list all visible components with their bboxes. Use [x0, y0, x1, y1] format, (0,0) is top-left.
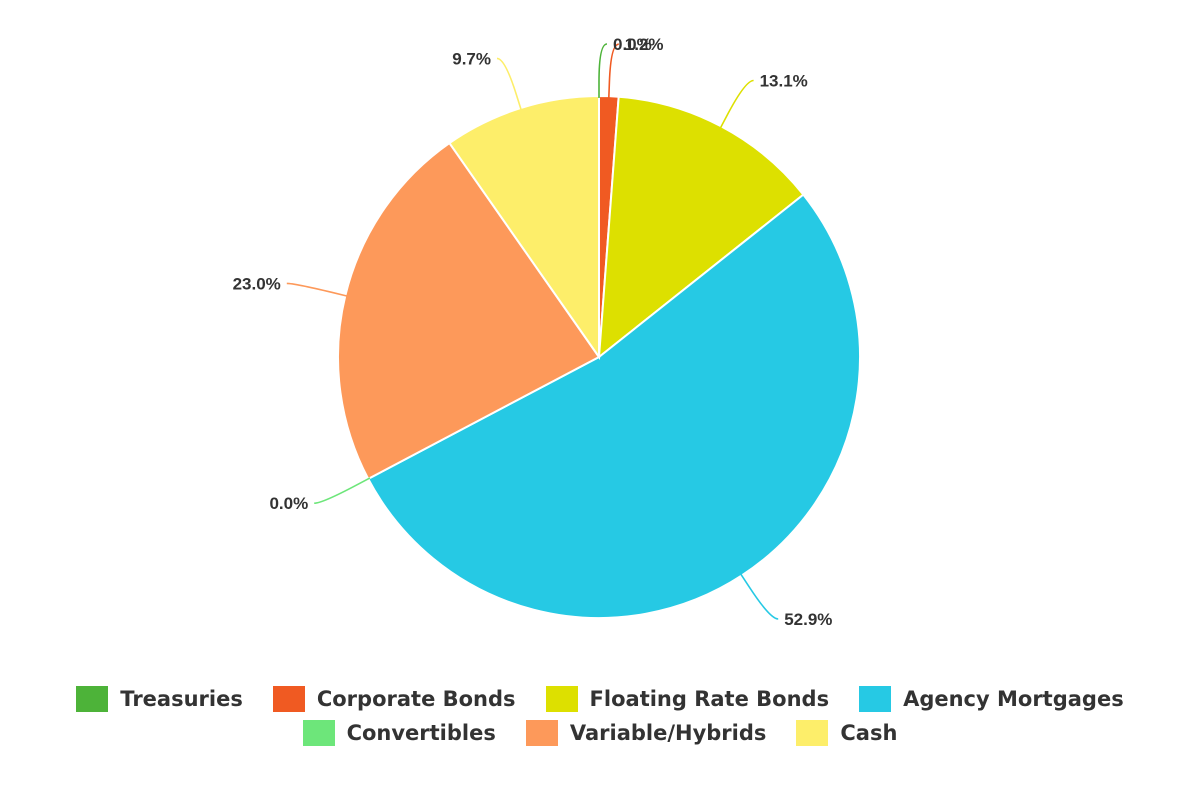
- legend-item-agency-mortgages[interactable]: Agency Mortgages: [859, 686, 1124, 712]
- leader-line-variable-hybrids: [286, 282, 348, 297]
- legend-label-agency-mortgages: Agency Mortgages: [903, 687, 1124, 711]
- legend-item-cash[interactable]: Cash: [796, 720, 897, 746]
- legend-row-1: Treasuries Corporate Bonds Floating Rate…: [0, 682, 1200, 716]
- legend-swatch-corporate-bonds: [272, 686, 305, 712]
- legend-item-convertibles[interactable]: Convertibles: [302, 720, 496, 746]
- legend-row-2: Convertibles Variable/Hybrids Cash: [0, 716, 1200, 750]
- legend-swatch-cash: [796, 720, 829, 746]
- legend-item-variable-hybrids[interactable]: Variable/Hybrids: [525, 720, 767, 746]
- legend-swatch-treasuries: [76, 686, 109, 712]
- legend-item-corporate-bonds[interactable]: Corporate Bonds: [272, 686, 516, 712]
- slice-label-treasuries: 0.0%: [613, 35, 652, 54]
- legend-label-floating-rate-bonds: Floating Rate Bonds: [589, 687, 830, 711]
- legend: Treasuries Corporate Bonds Floating Rate…: [0, 682, 1200, 750]
- legend-swatch-floating-rate-bonds: [545, 686, 578, 712]
- legend-label-convertibles: Convertibles: [346, 721, 496, 745]
- legend-swatch-agency-mortgages: [859, 686, 892, 712]
- slice-label-variable-hybrids: 23.0%: [233, 274, 281, 293]
- leader-line-floating-rate-bonds: [719, 79, 754, 129]
- leader-line-agency-mortgages: [739, 573, 779, 620]
- legend-item-floating-rate-bonds[interactable]: Floating Rate Bonds: [545, 686, 830, 712]
- leader-line-corporate-bonds: [608, 43, 620, 99]
- slice-label-corporate-bonds: 1.2%: [625, 35, 664, 54]
- pie-slices: [337, 94, 861, 619]
- leader-line-treasuries: [598, 43, 608, 98]
- leader-line-convertibles: [314, 477, 371, 504]
- slice-label-convertibles: 0.0%: [269, 494, 308, 513]
- legend-label-corporate-bonds: Corporate Bonds: [316, 687, 516, 711]
- legend-label-cash: Cash: [840, 721, 898, 745]
- legend-label-treasuries: Treasuries: [120, 687, 243, 711]
- legend-swatch-convertibles: [302, 720, 335, 746]
- slice-labels: 0.0%1.2%13.1%52.9%0.0%23.0%9.7%: [233, 35, 833, 629]
- slice-label-cash: 9.7%: [452, 49, 491, 68]
- slice-label-floating-rate-bonds: 13.1%: [760, 72, 808, 91]
- leader-line-cash: [496, 57, 522, 111]
- slice-label-agency-mortgages: 52.9%: [784, 610, 832, 629]
- legend-label-variable-hybrids: Variable/Hybrids: [569, 721, 767, 745]
- leader-lines: [286, 43, 779, 620]
- legend-item-treasuries[interactable]: Treasuries: [76, 686, 243, 712]
- legend-swatch-variable-hybrids: [525, 720, 558, 746]
